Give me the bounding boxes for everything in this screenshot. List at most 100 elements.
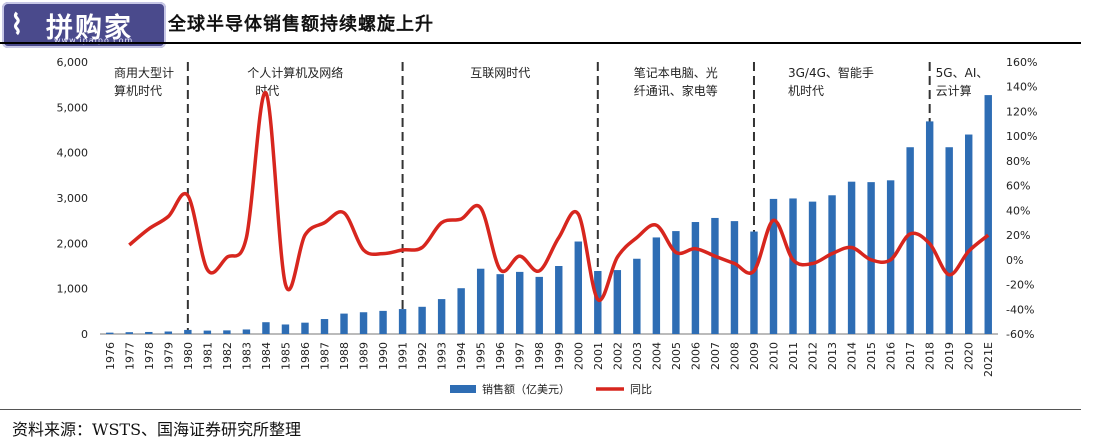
left-tick-label: 2,000 bbox=[57, 237, 89, 250]
sales-bar bbox=[281, 324, 290, 334]
x-tick-label: 2009 bbox=[748, 342, 761, 370]
left-tick-label: 3,000 bbox=[57, 192, 89, 205]
sales-bars bbox=[106, 95, 992, 335]
sales-bar bbox=[574, 241, 582, 334]
x-tick-label: 1987 bbox=[319, 342, 332, 370]
x-tick-label: 2005 bbox=[670, 342, 683, 370]
x-tick-label: 1998 bbox=[533, 342, 546, 370]
sales-bar bbox=[808, 201, 817, 334]
era-label: 个人计算机及网络 bbox=[247, 65, 343, 80]
x-tick-label: 1985 bbox=[279, 342, 292, 370]
sales-bar bbox=[925, 121, 934, 335]
x-tick-label: 2019 bbox=[943, 342, 956, 370]
sales-bar bbox=[203, 330, 212, 334]
sales-bar bbox=[769, 198, 778, 334]
left-tick-label: 6,000 bbox=[57, 56, 89, 69]
right-tick-label: 120% bbox=[1006, 105, 1037, 118]
sales-bar bbox=[555, 266, 563, 334]
logo-url: www.ipaipo.com bbox=[54, 36, 134, 45]
x-tick-label: 1977 bbox=[123, 342, 136, 370]
x-tick-label: 1997 bbox=[514, 342, 527, 370]
sales-bar bbox=[847, 181, 856, 334]
x-tick-label: 1992 bbox=[416, 342, 429, 370]
right-tick-label: 0% bbox=[1006, 254, 1023, 267]
sales-bar bbox=[379, 310, 387, 334]
sales-bar bbox=[457, 288, 465, 334]
x-tick-label: 2006 bbox=[689, 342, 702, 370]
x-tick-label: 2008 bbox=[728, 342, 741, 370]
era-label: 商用大型计 bbox=[114, 65, 174, 80]
x-tick-label: 1982 bbox=[221, 342, 234, 370]
left-tick-label: 1,000 bbox=[57, 283, 89, 296]
x-tick-label: 1979 bbox=[162, 342, 175, 370]
x-tick-label: 2012 bbox=[807, 342, 820, 370]
era-label: 互联网时代 bbox=[470, 66, 530, 80]
sales-bar bbox=[965, 134, 973, 334]
sales-bar bbox=[652, 237, 661, 334]
sales-bar bbox=[164, 331, 173, 334]
sales-bar bbox=[320, 319, 329, 334]
right-tick-label: 40% bbox=[1006, 204, 1030, 217]
sales-bar bbox=[223, 330, 231, 334]
sales-bar bbox=[418, 306, 426, 334]
right-tick-label: 80% bbox=[1006, 155, 1030, 168]
era-label: 机时代 bbox=[788, 84, 824, 98]
x-tick-label: 2003 bbox=[631, 342, 644, 370]
x-tick-label: 2011 bbox=[787, 342, 800, 370]
legend-bar-label: 销售额（亿美元） bbox=[482, 382, 570, 396]
x-tick-label: 1993 bbox=[436, 342, 449, 370]
sales-bar bbox=[145, 331, 153, 334]
x-tick-label: 1988 bbox=[338, 342, 351, 370]
x-tick-label: 1984 bbox=[260, 342, 273, 370]
sales-bar bbox=[359, 312, 368, 334]
era-label: 云计算 bbox=[936, 83, 972, 98]
sales-bar bbox=[496, 274, 504, 334]
x-axis-labels: 1976 1977 1978 1979 1980 1981 1982 1983 1984 1985… bbox=[104, 342, 995, 377]
sales-bar bbox=[945, 147, 953, 334]
x-tick-label: 1989 bbox=[358, 342, 371, 370]
sales-bar bbox=[730, 221, 739, 334]
x-tick-label: 2017 bbox=[904, 342, 917, 370]
sales-bar bbox=[886, 180, 895, 334]
sales-bar bbox=[125, 332, 133, 334]
x-tick-label: 2000 bbox=[572, 342, 585, 370]
x-tick-label: 2014 bbox=[846, 342, 859, 370]
x-tick-label: 1995 bbox=[475, 342, 488, 370]
x-tick-label: 1999 bbox=[553, 342, 566, 370]
left-tick-label: 5,000 bbox=[57, 101, 89, 114]
source-note: 资料来源：WSTS、国海证券研究所整理 bbox=[12, 420, 302, 439]
chart-axes: 0 1,000 2,000 3,000 4,000 5,000 6,000 -60% -40% -… bbox=[57, 56, 1038, 341]
era-label: 3G/4G、智能手 bbox=[788, 65, 874, 80]
sales-bar bbox=[476, 268, 485, 334]
sales-bar bbox=[672, 231, 680, 334]
sales-bar bbox=[262, 322, 270, 334]
logo-chart-icon: ⌇ bbox=[10, 8, 24, 41]
x-tick-label: 2015 bbox=[865, 342, 878, 370]
left-tick-label: 4,000 bbox=[57, 147, 89, 160]
sales-bar bbox=[242, 329, 251, 334]
era-label: 笔记本电脑、光 bbox=[634, 65, 718, 80]
sales-bar bbox=[437, 299, 446, 334]
x-tick-label: 2010 bbox=[768, 342, 781, 370]
sales-bar bbox=[535, 276, 543, 334]
sales-bar bbox=[594, 270, 602, 334]
sales-bar bbox=[984, 95, 992, 334]
sales-bar bbox=[828, 195, 836, 334]
yoy-line bbox=[128, 91, 990, 302]
logo-text: 拼购家 bbox=[46, 13, 133, 44]
x-tick-label: 1991 bbox=[397, 342, 410, 370]
top-rule bbox=[0, 42, 1081, 44]
bottom-rule bbox=[0, 409, 1081, 410]
legend-bar-swatch bbox=[450, 385, 476, 393]
sales-bar bbox=[301, 322, 309, 334]
right-tick-label: -60% bbox=[1006, 328, 1034, 341]
x-tick-label: 2002 bbox=[611, 342, 624, 370]
sales-bar bbox=[106, 332, 114, 334]
sales-bar bbox=[633, 258, 641, 334]
sales-bar bbox=[184, 329, 192, 334]
x-tick-label: 1990 bbox=[377, 342, 390, 370]
chart-legend: 销售额（亿美元） 同比 bbox=[450, 382, 652, 396]
right-tick-label: 160% bbox=[1006, 56, 1037, 69]
sales-bar bbox=[516, 271, 524, 334]
x-tick-label: 2013 bbox=[826, 342, 839, 370]
